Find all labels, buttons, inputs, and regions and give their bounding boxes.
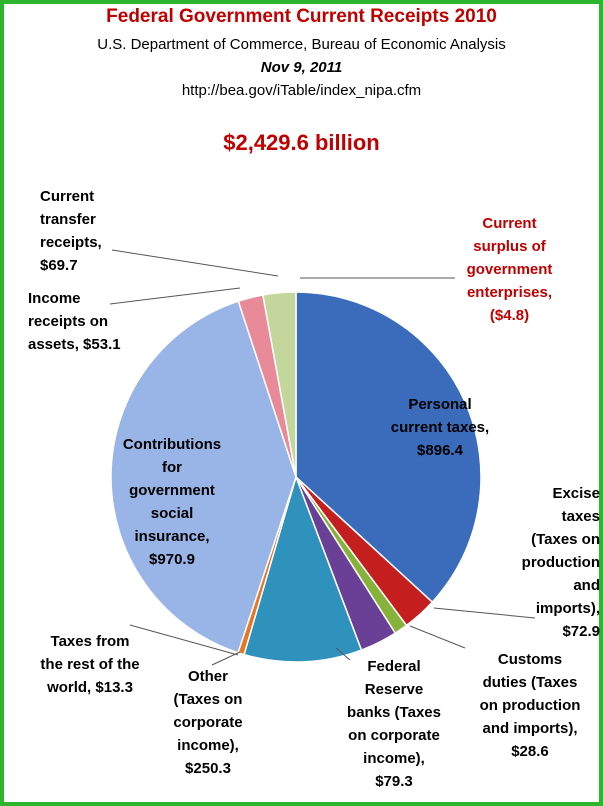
label-customs-duties-taxes-on-production-and-imports: Customs duties (Taxes on production and imp… [460, 648, 600, 763]
leader-line-taxes-from-the-rest-of-the-world [129, 624, 239, 656]
label-line: production [521, 554, 600, 571]
label-line: social [150, 505, 194, 522]
label-line: government [466, 261, 553, 278]
label-line: world, $13.3 [47, 679, 133, 696]
label-personal-current-taxes: Personal current taxes, $896.4 [380, 393, 500, 462]
label-line: (Taxes on [531, 531, 600, 548]
label-line: receipts, [40, 234, 102, 251]
slice-contributions-for-government-social-insurance [110, 300, 297, 654]
label-line: and imports), [482, 720, 578, 737]
label-line: for [162, 459, 182, 476]
label-line: taxes [561, 508, 600, 525]
label-line: (Taxes on [173, 691, 243, 708]
label-line: transfer [40, 211, 96, 228]
leader-line-income-receipts-on-assets [109, 287, 241, 305]
label-line: receipts on [28, 313, 109, 330]
label-line: Current [40, 188, 95, 205]
label-line: on production [479, 697, 581, 714]
label-federal-reserve-banks-taxes-on-corporate-income: Federal Reserve banks (Taxes on corporate in… [334, 655, 454, 793]
label-line: Current [482, 215, 537, 232]
label-line: income), [363, 750, 425, 767]
label-line: Excise [552, 485, 600, 502]
chart-date: Nov 9, 2011 [260, 59, 343, 76]
label-line: assets, $53.1 [28, 336, 121, 353]
label-line: Income [28, 290, 81, 307]
label-line: ($4.8) [489, 307, 530, 324]
label-other-taxes-on-corporate-income: Other (Taxes on corporate income), $250.3 [153, 665, 263, 780]
label-income-receipts-on-assets: Income receipts on assets, $53.1 [28, 287, 138, 356]
label-current-transfer-receipts: Current transfer receipts, $69.7 [40, 185, 140, 277]
label-line: insurance, [134, 528, 210, 545]
label-line: banks (Taxes [347, 704, 441, 721]
chart-title: Federal Government Current Receipts 2010 [106, 6, 497, 27]
label-line: Reserve [364, 681, 424, 698]
label-line: the rest of the [40, 656, 140, 673]
label-taxes-from-the-rest-of-the-world: Taxes from the rest of the world, $13.3 [20, 630, 160, 699]
label-line: imports), [535, 600, 600, 617]
label-line: Customs [497, 651, 563, 668]
label-line: Contributions [122, 436, 222, 453]
label-line: surplus of [473, 238, 546, 255]
slice-other-taxes-on-corporate-income [243, 474, 363, 663]
label-line: Taxes from [50, 633, 130, 650]
label-current-surplus-of-government-enterprises: Current surplus of government enterprises, (… [452, 212, 567, 327]
label-line: income), [177, 737, 239, 754]
label-line: duties (Taxes [482, 674, 578, 691]
label-contributions-for-government-social-insurance: Contributions for government social insuranc… [102, 433, 242, 571]
total-receipts: $2,429.6 billion [223, 130, 380, 155]
leader-line-current-transfer-receipts [111, 249, 279, 277]
label-line: $69.7 [40, 257, 78, 274]
label-line: and [573, 577, 600, 594]
label-line: on corporate [348, 727, 440, 744]
label-line: Other [187, 668, 228, 685]
slice-current-transfer-receipts [262, 291, 297, 478]
label-line: $72.9 [562, 623, 600, 640]
source-url: http://bea.gov/iTable/index_nipa.cfm [181, 82, 422, 99]
label-line: enterprises, [466, 284, 553, 301]
label-line: corporate [173, 714, 243, 731]
label-line: government [129, 482, 215, 499]
leader-line-federal-reserve-banks-taxes-on-corporate-income [335, 647, 351, 661]
label-excise-taxes-taxes-on-production-and-imports: Excise taxes (Taxes on production and imports… [500, 482, 600, 643]
label-line: Federal [367, 658, 421, 675]
label-line: $28.6 [511, 743, 549, 760]
label-line: Personal [408, 396, 472, 413]
chart-subtitle: U.S. Department of Commerce, Bureau of E… [97, 36, 506, 53]
label-line: $896.4 [417, 442, 463, 459]
label-line: $79.3 [375, 773, 413, 790]
label-line: $970.9 [149, 551, 195, 568]
slice-personal-current-taxes [295, 291, 482, 604]
label-line: current taxes, [390, 419, 490, 436]
label-line: $250.3 [185, 760, 231, 777]
leader-line-customs-duties-taxes-on-production-and-imports [409, 625, 466, 649]
leader-line-excise-taxes-taxes-on-production-and-imports [433, 607, 536, 619]
